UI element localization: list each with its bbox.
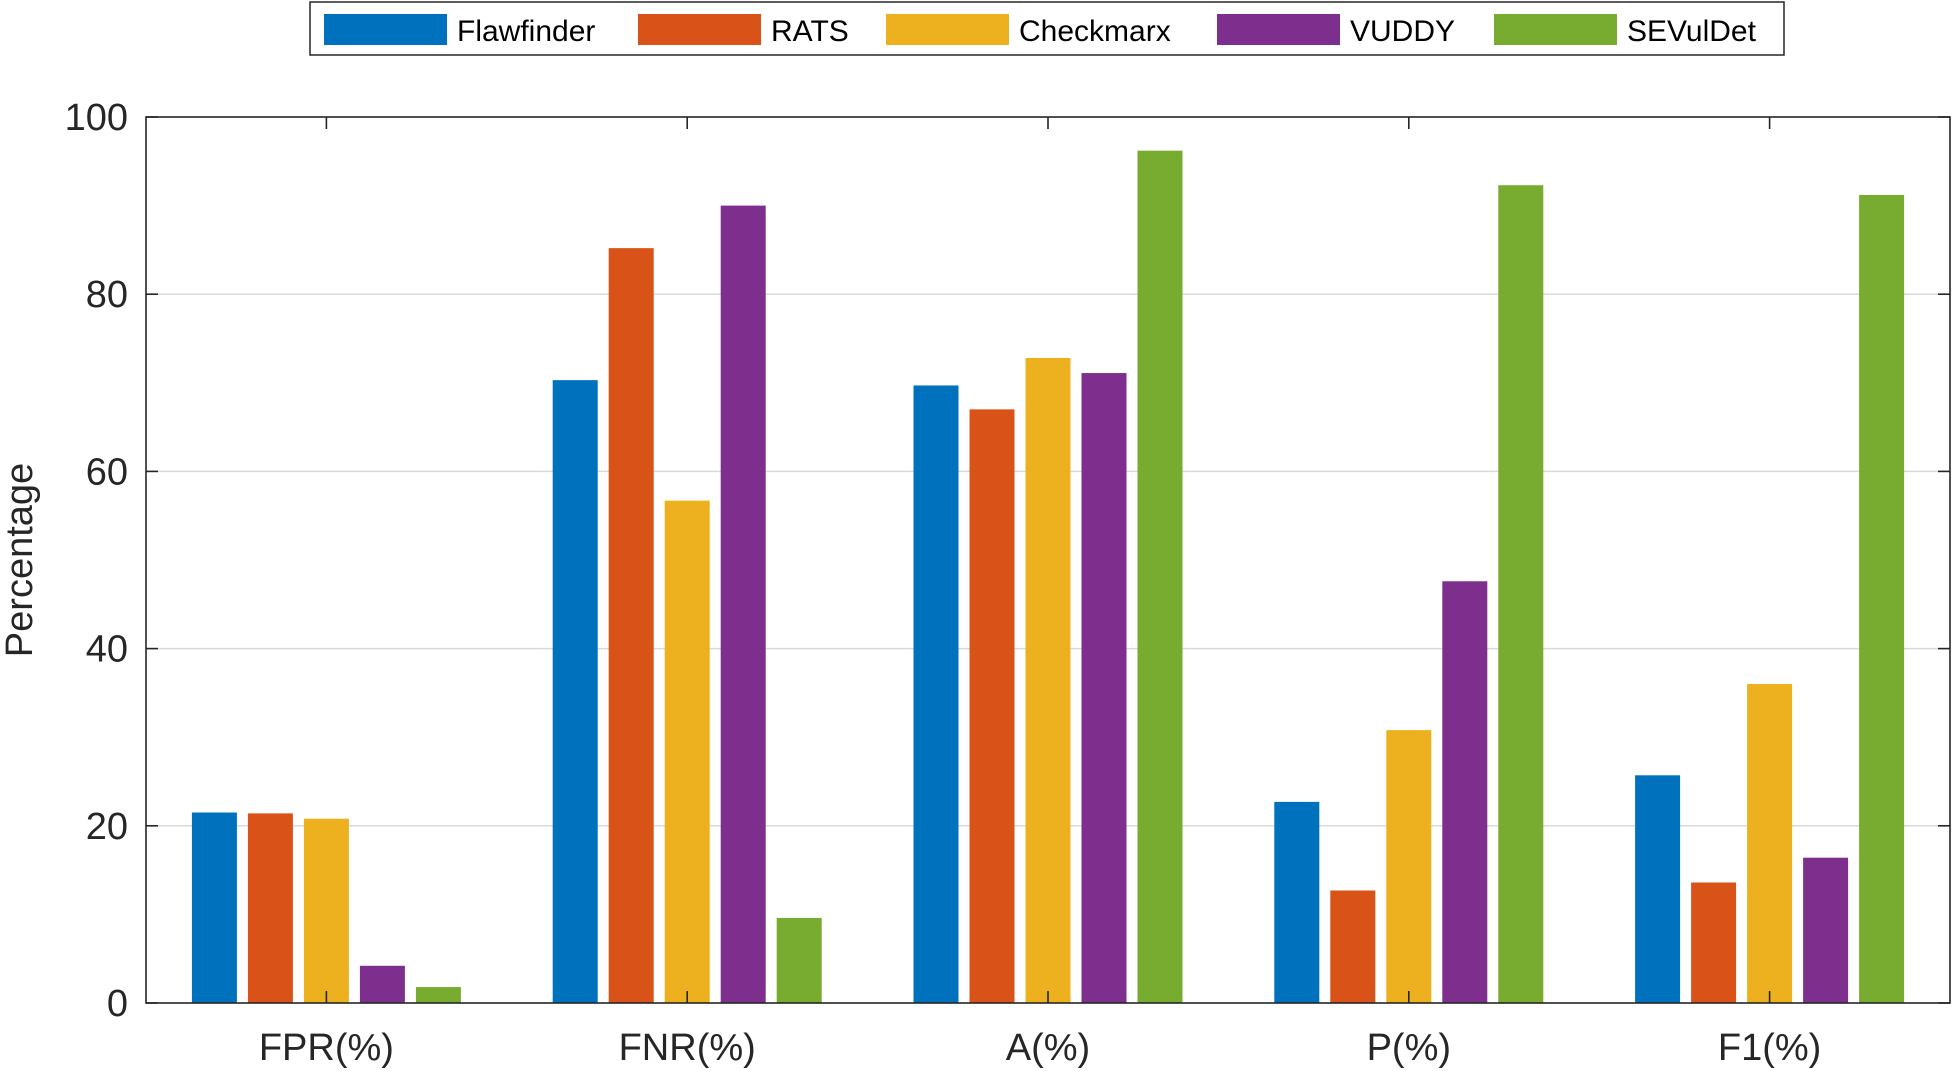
y-axis-label: Percentage xyxy=(0,463,41,657)
x-tick-label: FNR(%) xyxy=(619,1027,756,1069)
bar-flawfinder-3 xyxy=(913,385,959,1003)
bar-vuddy-2 xyxy=(720,205,766,1004)
legend-swatch-flawfinder xyxy=(324,14,447,45)
bar-rats-5 xyxy=(1691,882,1737,1003)
legend: Flawfinder RATS Checkmarx VUDDY SEVulDet xyxy=(309,1,1785,56)
bars xyxy=(191,150,1905,1004)
bar-flawfinder-1 xyxy=(191,812,237,1003)
bar-checkmarx-5 xyxy=(1747,684,1793,1003)
legend-label-flawfinder: Flawfinder xyxy=(457,15,595,48)
y-tick-label: 100 xyxy=(65,97,128,139)
x-tick-label: FPR(%) xyxy=(259,1027,394,1069)
y-tick-label: 40 xyxy=(86,629,128,671)
bar-checkmarx-4 xyxy=(1386,730,1432,1003)
axes xyxy=(145,116,1951,1004)
bar-vuddy-5 xyxy=(1803,857,1849,1003)
bar-vuddy-4 xyxy=(1442,581,1488,1003)
bar-rats-3 xyxy=(969,409,1015,1003)
bar-sevuldet-2 xyxy=(776,917,822,1003)
bar-sevuldet-4 xyxy=(1498,185,1544,1004)
bar-rats-4 xyxy=(1330,890,1376,1003)
y-tick-label: 0 xyxy=(107,983,128,1025)
x-tick-label: P(%) xyxy=(1367,1027,1451,1069)
bar-rats-1 xyxy=(247,813,293,1003)
bar-flawfinder-4 xyxy=(1274,801,1320,1003)
legend-label-vuddy: VUDDY xyxy=(1350,15,1455,48)
y-tick-label: 80 xyxy=(86,274,128,316)
y-tick-label: 60 xyxy=(86,451,128,493)
bar-flawfinder-5 xyxy=(1635,775,1681,1003)
bar-vuddy-3 xyxy=(1081,373,1127,1004)
bar-rats-2 xyxy=(608,248,654,1004)
legend-swatch-checkmarx xyxy=(886,14,1009,45)
x-tick-label: F1(%) xyxy=(1718,1027,1821,1069)
legend-label-checkmarx: Checkmarx xyxy=(1019,15,1171,48)
bar-flawfinder-2 xyxy=(552,380,598,1004)
legend-swatch-sevuldet xyxy=(1494,14,1617,45)
legend-label-rats: RATS xyxy=(771,15,849,48)
bar-checkmarx-3 xyxy=(1025,357,1071,1003)
bar-sevuldet-1 xyxy=(415,987,461,1003)
plot-frame xyxy=(145,116,1951,1004)
legend-swatch-rats xyxy=(638,14,761,45)
bar-checkmarx-2 xyxy=(664,500,710,1003)
legend-swatch-vuddy xyxy=(1217,14,1340,45)
y-tick-labels: 0 20 40 60 80 100 xyxy=(65,97,128,1025)
bar-vuddy-1 xyxy=(359,965,405,1003)
legend-label-sevuldet: SEVulDet xyxy=(1627,15,1757,48)
bar-checkmarx-1 xyxy=(303,818,349,1003)
bar-sevuldet-5 xyxy=(1859,194,1905,1003)
x-tick-label: A(%) xyxy=(1006,1027,1090,1069)
x-tick-labels: FPR(%) FNR(%) A(%) P(%) F1(%) xyxy=(259,1027,1821,1069)
y-tick-label: 20 xyxy=(86,806,128,848)
bar-sevuldet-3 xyxy=(1137,150,1183,1004)
